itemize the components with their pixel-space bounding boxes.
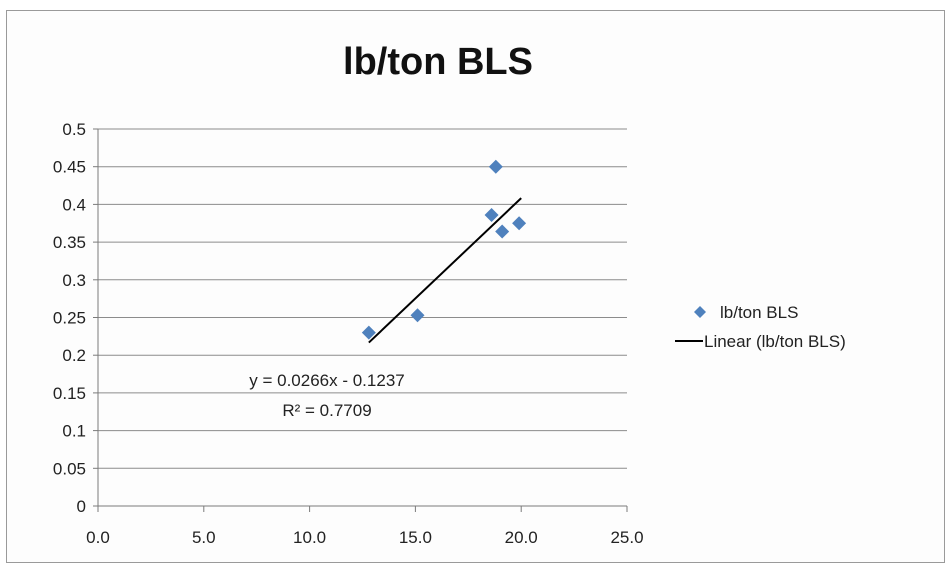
data-points — [361, 159, 527, 340]
data-point — [361, 325, 376, 340]
trendline — [368, 197, 522, 344]
x-tick-labels: 0.0 5.0 10.0 15.0 20.0 25.0 — [86, 528, 643, 547]
x-tick-label: 20.0 — [505, 528, 538, 547]
y-tick-label: 0.4 — [62, 195, 86, 214]
x-tick-label: 15.0 — [399, 528, 432, 547]
data-point — [495, 224, 510, 239]
y-tick-label: 0.05 — [53, 459, 86, 478]
data-point — [484, 207, 499, 222]
trendline-group — [368, 197, 522, 344]
trendline-equation: y = 0.0266x - 0.1237 — [249, 371, 404, 390]
y-tick-labels: 0 0.05 0.1 0.15 0.2 0.25 0.3 0.35 0.4 0.45 0.5 — [53, 120, 86, 516]
chart-frame: lb/ton BLS 0 0.05 0.1 0.15 0.2 0.25 0.3 0.35 0.4… — [6, 10, 945, 563]
chart-title: lb/ton BLS — [343, 41, 533, 83]
x-tick-label: 25.0 — [610, 528, 643, 547]
data-point — [512, 216, 527, 231]
y-tick-label: 0.2 — [62, 346, 86, 365]
gridlines — [98, 128, 627, 469]
y-tick-label: 0.3 — [62, 271, 86, 290]
legend-entry-series: lb/ton BLS — [720, 303, 798, 322]
legend-marker-diamond — [694, 306, 706, 318]
legend: lb/ton BLS Linear (lb/ton BLS) — [675, 303, 846, 351]
data-point — [488, 159, 503, 174]
axes — [93, 128, 628, 512]
x-tick-label: 5.0 — [192, 528, 216, 547]
y-tick-label: 0.35 — [53, 233, 86, 252]
y-tick-label: 0.5 — [62, 120, 86, 139]
y-tick-label: 0 — [77, 497, 86, 516]
y-tick-label: 0.25 — [53, 309, 86, 328]
chart-canvas: lb/ton BLS 0 0.05 0.1 0.15 0.2 0.25 0.3 0.35 0.4… — [53, 41, 846, 547]
trendline-r-squared: R² = 0.7709 — [282, 401, 371, 420]
data-point — [410, 308, 425, 323]
y-tick-label: 0.45 — [53, 158, 86, 177]
y-tick-label: 0.1 — [62, 422, 86, 441]
legend-entry-trendline: Linear (lb/ton BLS) — [704, 332, 846, 351]
y-tick-label: 0.15 — [53, 384, 86, 403]
x-tick-label: 10.0 — [293, 528, 326, 547]
x-tick-label: 0.0 — [86, 528, 110, 547]
